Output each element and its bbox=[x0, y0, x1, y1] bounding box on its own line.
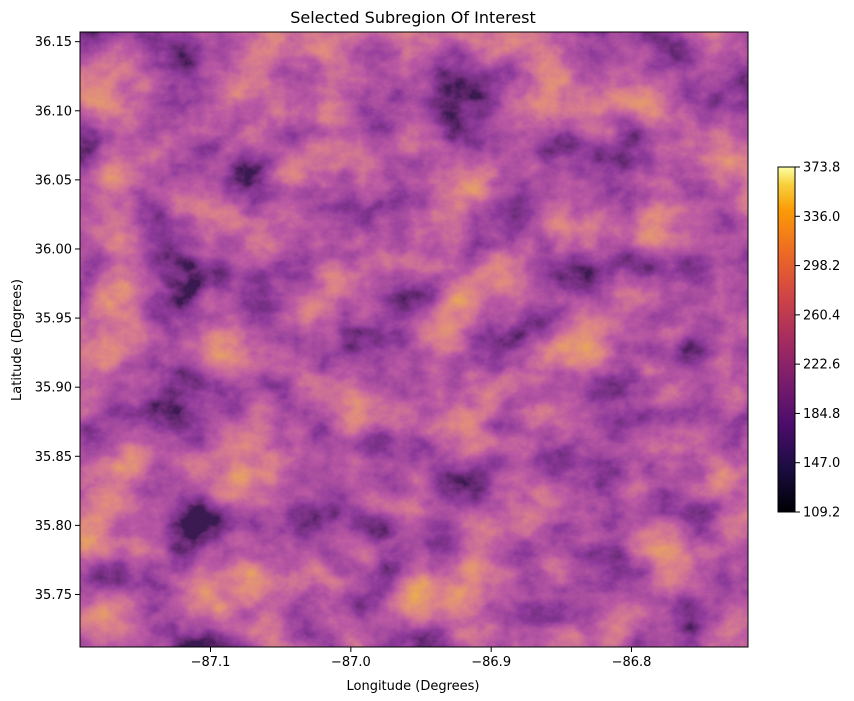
plot-area bbox=[80, 32, 748, 647]
chart-title: Selected Subregion Of Interest bbox=[290, 8, 536, 27]
colorbar-tick-label: 260.4 bbox=[803, 308, 840, 323]
colorbar-tick-label: 373.8 bbox=[803, 161, 840, 176]
y-tick-label: 35.85 bbox=[35, 450, 72, 465]
colorbar-tick-label: 184.8 bbox=[803, 407, 840, 422]
x-axis: −87.1 −87.0 −86.9 −86.8 bbox=[191, 647, 652, 670]
y-tick-label: 35.95 bbox=[35, 312, 72, 327]
heatmap-tint bbox=[80, 32, 748, 647]
colorbar-tick-label: 298.2 bbox=[803, 259, 840, 274]
y-tick-label: 36.05 bbox=[35, 173, 72, 188]
plot-frame bbox=[79, 31, 749, 648]
x-tick-label: −86.8 bbox=[612, 655, 652, 670]
colorbar-tick-label: 222.6 bbox=[803, 358, 840, 373]
colorbar bbox=[777, 166, 796, 513]
x-axis-label: Longitude (Degrees) bbox=[346, 679, 479, 694]
colorbar-tick-label: 336.0 bbox=[803, 210, 840, 225]
y-tick-label: 35.90 bbox=[35, 381, 72, 396]
colorbar-tick-label: 147.0 bbox=[803, 456, 840, 471]
y-tick-label: 35.75 bbox=[35, 588, 72, 603]
x-tick-label: −86.9 bbox=[471, 655, 511, 670]
y-tick-label: 36.00 bbox=[35, 242, 72, 257]
y-axis-label: Latitude (Degrees) bbox=[10, 279, 25, 401]
x-tick-label: −87.1 bbox=[191, 655, 231, 670]
colorbar-tick-label: 109.2 bbox=[803, 506, 840, 521]
elevation-heatmap bbox=[80, 32, 748, 647]
y-axis: 35.75 35.80 35.85 35.90 35.95 36.00 36.05 36.10… bbox=[35, 35, 80, 603]
y-tick-label: 36.15 bbox=[35, 35, 72, 50]
x-tick-label: −87.0 bbox=[331, 655, 371, 670]
y-tick-label: 35.80 bbox=[35, 519, 72, 534]
y-tick-label: 36.10 bbox=[35, 104, 72, 119]
colorbar-axis: 109.2 147.0 184.8 222.6 260.4 298.2 336.0 373.8 bbox=[795, 161, 840, 521]
